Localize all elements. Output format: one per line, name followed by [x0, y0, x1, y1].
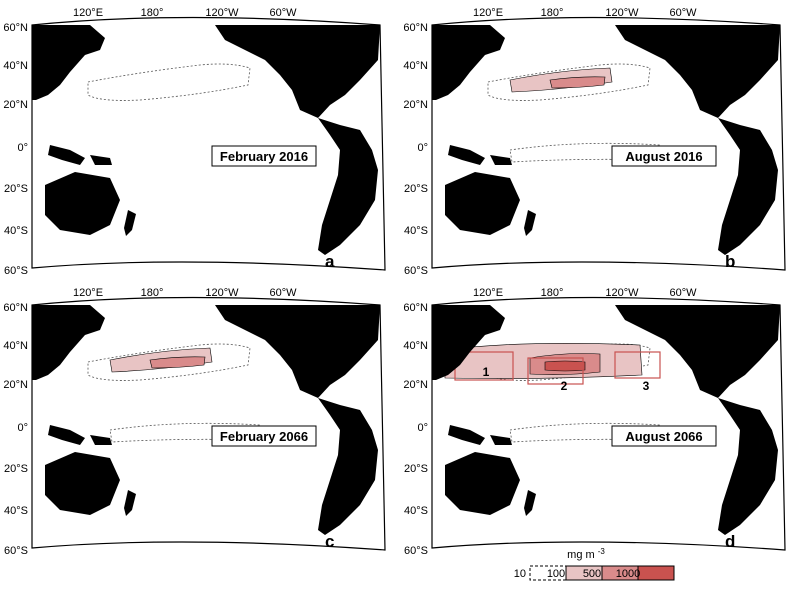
lat-label: 40°N — [403, 60, 428, 72]
lat-label: 40°S — [404, 505, 428, 517]
lon-label: 120°W — [205, 287, 239, 299]
lon-label: 60°W — [669, 287, 697, 299]
region-box — [614, 351, 661, 379]
panel-title-box — [211, 145, 317, 167]
legend-label: 10 — [514, 568, 526, 580]
lat-label: 40°N — [403, 340, 428, 352]
legend-unit-exp: -3 — [598, 547, 606, 556]
contour-10 — [487, 343, 651, 381]
lat-label: 0° — [17, 142, 28, 154]
legend-label: 500 — [583, 568, 601, 580]
lat-label: 20°N — [3, 99, 28, 111]
map-panel: 120°E 180° 120°W 60°W 60°N 40°N 20°N 0° 20°S 40°S… — [403, 7, 786, 277]
panel-letter: a — [325, 252, 335, 271]
panel-title: August 2066 — [625, 429, 702, 444]
lon-label: 120°E — [473, 7, 503, 19]
lat-label: 20°N — [3, 379, 28, 391]
map-content — [32, 25, 380, 255]
map-content — [432, 25, 780, 255]
lon-label: 180° — [541, 7, 564, 19]
lat-label: 20°N — [403, 379, 428, 391]
map-panel: 120°E 180° 120°W 60°W 60°N 40°N 20°N 0° 20°S 40°S… — [3, 287, 386, 557]
lat-label: 20°S — [404, 183, 428, 195]
legend-label: 100 — [547, 568, 565, 580]
contour-1000-core — [544, 360, 586, 372]
panel-letter: d — [725, 532, 735, 551]
lat-label: 60°S — [404, 545, 428, 557]
lon-label: 180° — [141, 287, 164, 299]
panel-title-box — [211, 425, 317, 447]
contour-500 — [149, 356, 206, 369]
lon-label: 60°W — [669, 7, 697, 19]
panel-title: February 2066 — [220, 429, 308, 444]
lat-label: 20°N — [403, 99, 428, 111]
map-content — [432, 305, 780, 535]
lat-label: 0° — [17, 422, 28, 434]
lat-label: 40°N — [3, 340, 28, 352]
panel-title-box — [611, 425, 717, 447]
lat-label: 60°N — [3, 22, 28, 34]
lon-label: 60°W — [269, 7, 297, 19]
lat-label: 60°S — [4, 545, 28, 557]
panel-title-box — [611, 145, 717, 167]
contour-10 — [87, 343, 251, 381]
lon-label: 120°W — [605, 7, 639, 19]
region-label: 2 — [561, 379, 568, 393]
panel-title: August 2016 — [625, 149, 702, 164]
lat-label: 20°S — [4, 463, 28, 475]
region-box — [527, 357, 584, 385]
lon-label: 120°W — [605, 287, 639, 299]
lat-label: 60°N — [3, 302, 28, 314]
lat-label: 40°S — [404, 225, 428, 237]
lat-label: 60°S — [404, 265, 428, 277]
lat-label: 0° — [417, 142, 428, 154]
legend-swatch — [637, 565, 675, 581]
lat-label: 40°S — [4, 225, 28, 237]
lat-label: 0° — [417, 422, 428, 434]
legend: mg m -3 10 100 500 1000 — [514, 547, 675, 581]
region-label: 3 — [643, 379, 650, 393]
lat-label: 40°N — [3, 60, 28, 72]
legend-unit: mg m -3 — [567, 547, 605, 561]
lat-label: 40°S — [4, 505, 28, 517]
lon-label: 60°W — [269, 287, 297, 299]
region-label: 1 — [483, 365, 490, 379]
map-panel: 120°E 180° 120°W 60°W 60°N 40°N 20°N 0° 20°S 40°S… — [403, 287, 786, 557]
lat-label: 20°S — [404, 463, 428, 475]
panel-letter: b — [725, 252, 735, 271]
lon-label: 120°E — [473, 287, 503, 299]
lon-label: 120°E — [73, 287, 103, 299]
legend-label: 1000 — [616, 568, 640, 580]
lon-label: 180° — [141, 7, 164, 19]
lon-label: 120°W — [205, 7, 239, 19]
map-panel: 120°E 180° 120°W 60°W 60°N 40°N 20°N 0° 20°S 40°S… — [3, 7, 386, 277]
panel-letter: c — [325, 532, 334, 551]
lon-label: 180° — [541, 287, 564, 299]
contour-10 — [487, 63, 651, 101]
lat-label: 60°N — [403, 302, 428, 314]
panel-title: February 2016 — [220, 149, 308, 164]
contour-500 — [549, 76, 606, 89]
lat-label: 60°S — [4, 265, 28, 277]
lon-label: 120°E — [73, 7, 103, 19]
contour-10 — [87, 63, 251, 101]
lat-label: 20°S — [4, 183, 28, 195]
lat-label: 60°N — [403, 22, 428, 34]
